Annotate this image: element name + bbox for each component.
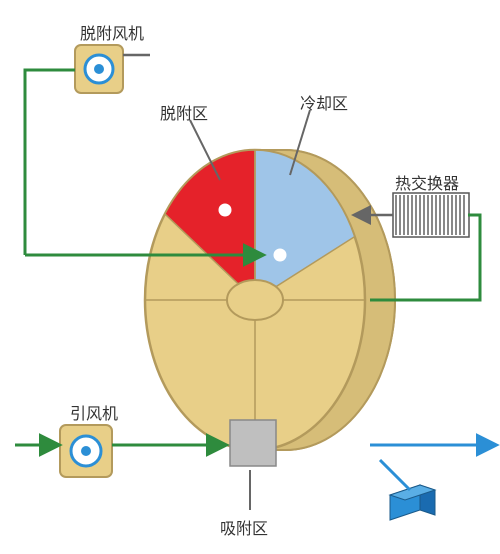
label-cooling-zone: 冷却区 [300,90,348,114]
label-induced-fan: 引风机 [70,400,118,424]
label-adsorption-zone: 吸附区 [220,515,268,539]
label-desorption-zone: 脱附区 [160,100,208,124]
wheel-hub [227,280,283,320]
heat-exchanger [393,193,469,237]
adsorption-port [230,420,276,466]
pipe-blue-2 [380,460,410,490]
desorption-fan-dot [94,64,104,74]
port-desorption [217,202,233,218]
label-heat-exchanger: 热交换器 [395,170,459,194]
label-desorption-fan: 脱附风机 [80,20,144,44]
pipe-green-1 [25,70,75,255]
port-cooling [272,247,288,263]
induced-fan-dot [81,446,91,456]
